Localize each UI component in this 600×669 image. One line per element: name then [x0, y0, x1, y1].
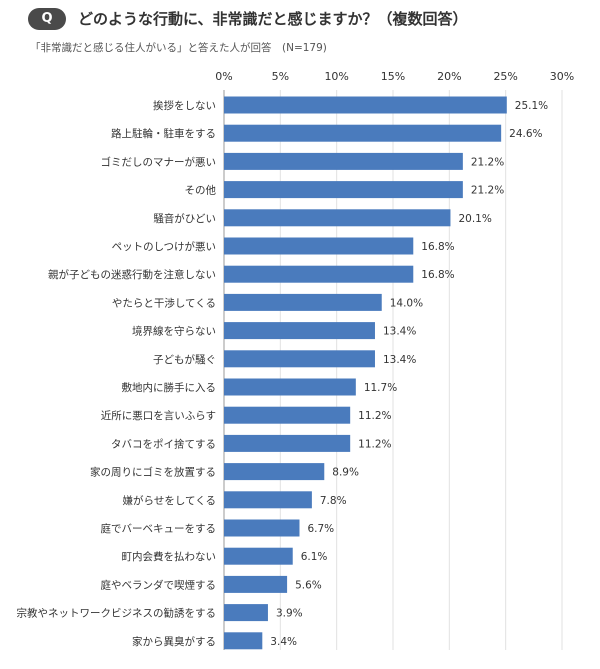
category-label: 近所に悪口を言いふらす: [101, 409, 216, 422]
bar: [224, 181, 463, 199]
category-label: 境界線を守らない: [132, 325, 216, 338]
value-label: 25.1%: [515, 100, 548, 112]
question-badge: Q: [28, 8, 66, 30]
chart-subtitle: 「非常識だと感じる住人がいる」と答えた人が回答 (N=179): [30, 42, 327, 54]
value-label: 21.2%: [471, 185, 504, 197]
x-tick-label: 10%: [324, 70, 348, 83]
bar: [224, 350, 375, 368]
bar: [224, 265, 414, 283]
category-label: 庭やベランダで喫煙する: [101, 578, 217, 591]
value-label: 11.2%: [358, 410, 391, 422]
bar: [224, 378, 356, 396]
bars: [224, 96, 507, 650]
bar: [224, 519, 300, 537]
x-tick-label: 0%: [215, 70, 232, 83]
x-axis-ticks: 0% 5% 10% 15% 20% 25% 30%: [215, 70, 574, 83]
bar: [224, 434, 351, 452]
value-label: 7.8%: [320, 495, 347, 507]
bar: [224, 604, 268, 622]
value-label: 3.9%: [276, 608, 303, 620]
grid-lines: [223, 90, 563, 650]
value-labels: 25.1% 24.6% 21.2% 21.2% 20.1% 16.8% 16.8% 14.0%…: [270, 100, 548, 648]
bar: [224, 237, 414, 255]
x-tick-label: 15%: [381, 70, 405, 83]
bar: [224, 575, 288, 593]
category-label: 敷地内に勝手に入る: [122, 381, 217, 394]
x-tick-label: 20%: [437, 70, 461, 83]
bar: [224, 491, 312, 509]
chart-title: どのような行動に、非常識だと感じますか？（複数回答）: [78, 10, 468, 28]
x-tick-label: 25%: [493, 70, 517, 83]
bar: [224, 96, 507, 114]
category-label: 親が子どもの迷惑行動を注意しない: [48, 268, 216, 281]
x-tick-label: 5%: [272, 70, 289, 83]
category-label: 家から異臭がする: [132, 635, 216, 648]
category-label: 宗教やネットワークビジネスの勧誘をする: [17, 607, 217, 620]
value-label: 16.8%: [421, 241, 454, 253]
bar: [224, 632, 263, 650]
value-label: 24.6%: [509, 128, 542, 140]
value-label: 8.9%: [332, 467, 359, 479]
bar: [224, 406, 351, 424]
value-label: 13.4%: [383, 326, 416, 338]
category-label: 路上駐輪・駐車をする: [111, 127, 216, 140]
category-label: 町内会費を払わない: [122, 550, 217, 563]
value-label: 20.1%: [458, 213, 491, 225]
category-label: やたらと干渉してくる: [112, 296, 216, 309]
category-labels: 挨拶をしない路上駐輪・駐車をするゴミだしのマナーが悪いその他騒音がひどいペットの…: [17, 99, 217, 648]
value-label: 5.6%: [295, 579, 322, 591]
category-label: 挨拶をしない: [153, 99, 216, 112]
category-label: 庭でバーベキューをする: [101, 522, 217, 535]
bar: [224, 322, 375, 340]
value-label: 11.7%: [364, 382, 397, 394]
bar: [224, 209, 451, 227]
value-label: 6.7%: [307, 523, 334, 535]
category-label: 家の周りにゴミを放置する: [90, 466, 216, 479]
value-label: 21.2%: [471, 156, 504, 168]
value-label: 11.2%: [358, 438, 391, 450]
value-label: 13.4%: [383, 354, 416, 366]
category-label: 嫌がらせをしてくる: [123, 494, 216, 507]
category-label: ペットのしつけが悪い: [112, 240, 216, 253]
bar: [224, 547, 293, 565]
bar: [224, 152, 463, 170]
category-label: その他: [185, 184, 217, 197]
value-label: 3.4%: [270, 636, 297, 648]
x-tick-label: 30%: [550, 70, 574, 83]
category-label: 子どもが騒ぐ: [153, 353, 216, 366]
category-label: ゴミだしのマナーが悪い: [101, 155, 217, 168]
bar: [224, 124, 502, 142]
value-label: 6.1%: [301, 551, 328, 563]
value-label: 16.8%: [421, 269, 454, 281]
value-label: 14.0%: [390, 297, 423, 309]
bar: [224, 463, 325, 481]
bar: [224, 293, 382, 311]
category-label: 騒音がひどい: [153, 212, 216, 225]
category-label: タバコをポイ捨てする: [111, 437, 216, 450]
